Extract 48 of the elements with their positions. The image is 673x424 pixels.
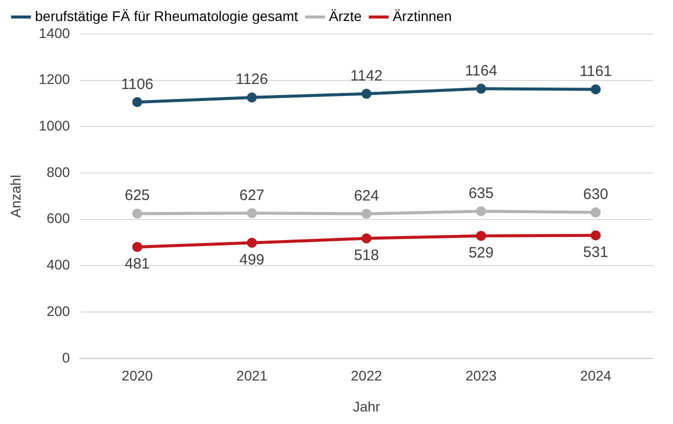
y-tick-label: 1200 — [38, 71, 70, 88]
point — [132, 97, 142, 108]
point — [132, 242, 142, 252]
y-tick-label: 1000 — [38, 118, 70, 134]
data-label: 1164 — [464, 62, 498, 80]
x-axis-title: Jahr — [352, 398, 380, 414]
data-label: 630 — [583, 186, 608, 204]
data-label: 529 — [468, 244, 494, 262]
x-tick-label: 2023 — [466, 368, 497, 384]
point — [361, 88, 372, 99]
data-label: 624 — [354, 187, 379, 204]
x-tick-label: 2020 — [122, 368, 154, 384]
data-label: 1161 — [580, 63, 612, 80]
point — [476, 230, 486, 241]
point — [132, 208, 142, 219]
data-label: 1106 — [121, 76, 154, 93]
point — [590, 207, 601, 218]
legend-label: berufstätige FÄ für Rheumatologie gesamt — [35, 8, 298, 24]
legend-label: Ärztinnen — [392, 8, 452, 24]
data-label: 635 — [468, 184, 494, 202]
point — [246, 238, 257, 248]
y-tick-label: 600 — [46, 210, 70, 226]
x-tick-label: 2024 — [580, 368, 612, 384]
x-tick-label: 2022 — [350, 368, 382, 384]
point — [361, 208, 372, 219]
point — [246, 92, 257, 102]
data-label: 499 — [239, 251, 264, 268]
y-tick-label: 1400 — [38, 24, 70, 41]
point — [361, 233, 372, 244]
data-label: 625 — [124, 187, 150, 204]
y-tick-label: 400 — [46, 256, 70, 273]
data-label: 1126 — [236, 71, 268, 88]
point — [476, 206, 486, 216]
x-tick-label: 2021 — [236, 368, 268, 384]
y-tick-label: 800 — [46, 164, 70, 180]
point — [476, 84, 486, 94]
y-tick-label: 200 — [46, 302, 70, 319]
data-label: 1142 — [350, 67, 383, 84]
y-axis-title: Anzahl — [7, 174, 24, 218]
point — [246, 208, 257, 218]
legend-label: Ärzte — [329, 8, 362, 24]
data-label: 481 — [124, 256, 150, 273]
point — [590, 230, 601, 240]
data-label: 627 — [239, 186, 264, 204]
point — [590, 84, 601, 94]
data-label: 518 — [354, 247, 379, 264]
data-label: 531 — [583, 244, 608, 261]
y-tick-label: 0 — [62, 349, 70, 366]
